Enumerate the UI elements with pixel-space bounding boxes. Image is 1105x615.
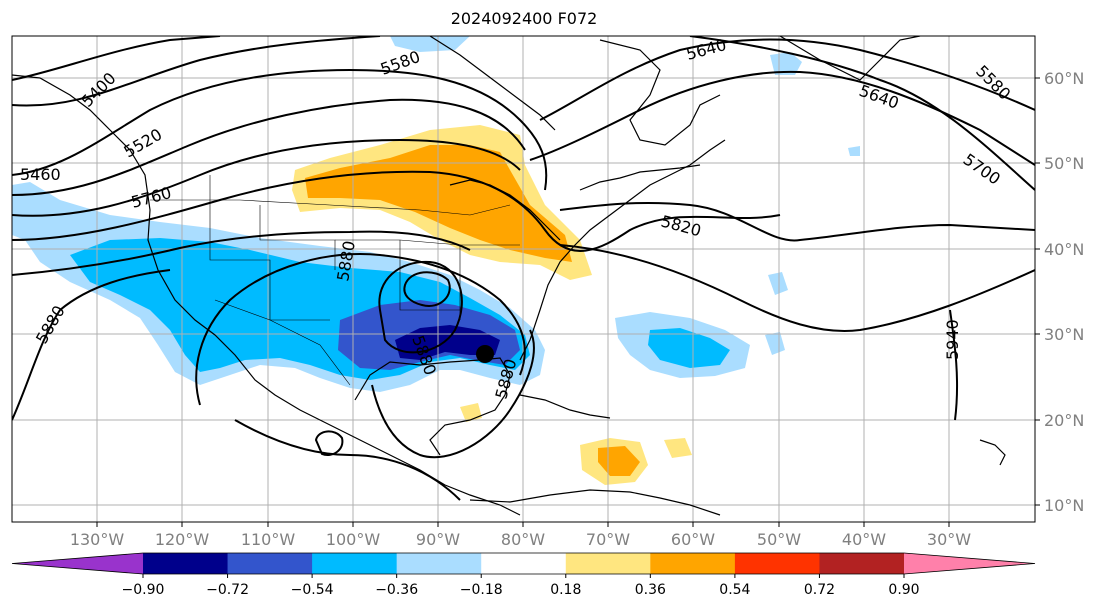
lon-tick-60w: 60°W bbox=[671, 530, 715, 549]
latitude-labels: 60°N 50°N 40°N 30°N 20°N 10°N bbox=[1044, 69, 1084, 515]
contour-label-5940: 5940 bbox=[943, 319, 962, 360]
political-borders bbox=[150, 175, 520, 386]
lon-tick-40w: 40°W bbox=[842, 530, 886, 549]
lat-tick-20n: 20°N bbox=[1044, 411, 1084, 430]
contour-label-5760: 5760 bbox=[129, 183, 173, 212]
colorbar-segment bbox=[143, 553, 229, 574]
colorbar-segment bbox=[312, 553, 398, 574]
colorbar-tick-label: 0.72 bbox=[804, 582, 835, 598]
colorbar-tick-label: 0.36 bbox=[635, 582, 666, 598]
greenland-negative bbox=[770, 52, 802, 75]
lon-tick-120w: 120°W bbox=[155, 530, 210, 549]
lon-tick-50w: 50°W bbox=[757, 530, 801, 549]
lon-tick-80w: 80°W bbox=[501, 530, 545, 549]
colorbar-extend-high bbox=[904, 553, 1035, 574]
colorbar-segment bbox=[227, 553, 313, 574]
colorbar-segment bbox=[650, 553, 736, 574]
lon-tick-70w: 70°W bbox=[586, 530, 630, 549]
colorbar-tick-label: 0.90 bbox=[888, 582, 919, 598]
top-negative bbox=[390, 36, 470, 52]
lon-tick-90w: 90°W bbox=[416, 530, 460, 549]
colorbar-tick-label: 0.54 bbox=[719, 582, 750, 598]
colorbar-tick-label: −0.54 bbox=[291, 582, 334, 598]
lat-tick-30n: 30°N bbox=[1044, 325, 1084, 344]
colorbar-tick-label: −0.90 bbox=[122, 582, 165, 598]
contour-label-5880-west: 5880 bbox=[32, 302, 69, 347]
colorbar-extend-low bbox=[12, 553, 143, 574]
anomaly-shading bbox=[12, 36, 860, 485]
lat-tick-40n: 40°N bbox=[1044, 240, 1084, 259]
storm-center-marker bbox=[476, 345, 494, 363]
contour-label-5820: 5820 bbox=[659, 212, 703, 241]
lat-tick-50n: 50°N bbox=[1044, 154, 1084, 173]
lon-tick-110w: 110°W bbox=[241, 530, 296, 549]
colorbar-segment bbox=[481, 553, 567, 574]
small-positive-2 bbox=[664, 438, 692, 458]
atlantic-negative-medium bbox=[648, 328, 730, 368]
colorbar-segment bbox=[819, 553, 905, 574]
lon-tick-100w: 100°W bbox=[326, 530, 381, 549]
lon-tick-130w: 130°W bbox=[70, 530, 125, 549]
small-negative-2 bbox=[768, 272, 788, 295]
chart-title: 2024092400 F072 bbox=[450, 9, 598, 28]
colorbar: −0.90 −0.72 −0.54 −0.36 −0.18 0.18 0.36 0.54 0.7… bbox=[11, 552, 1036, 598]
colorbar-tick-label: −0.18 bbox=[460, 582, 503, 598]
colorbar-segment bbox=[565, 553, 651, 574]
longitude-labels: 130°W 120°W 110°W 100°W 90°W 80°W 70°W 6… bbox=[70, 530, 971, 549]
lat-tick-10n: 10°N bbox=[1044, 496, 1084, 515]
axis-ticks bbox=[96, 77, 1040, 527]
coastlines bbox=[12, 36, 1006, 516]
colorbar-segment bbox=[396, 553, 482, 574]
colorbar-tick-label: −0.72 bbox=[206, 582, 249, 598]
contour-label-5520: 5520 bbox=[121, 125, 166, 162]
colorbar-tick-label: 0.18 bbox=[550, 582, 581, 598]
colorbar-segment bbox=[734, 553, 820, 574]
lat-tick-60n: 60°N bbox=[1044, 69, 1084, 88]
colorbar-tick-label: −0.36 bbox=[375, 582, 418, 598]
height-contours bbox=[12, 36, 1035, 501]
small-negative-3 bbox=[765, 332, 785, 355]
lon-tick-30w: 30°W bbox=[927, 530, 971, 549]
contour-label-5640-north: 5640 bbox=[684, 35, 728, 64]
small-negative-1 bbox=[848, 146, 860, 156]
contour-label-5460: 5460 bbox=[20, 165, 61, 184]
